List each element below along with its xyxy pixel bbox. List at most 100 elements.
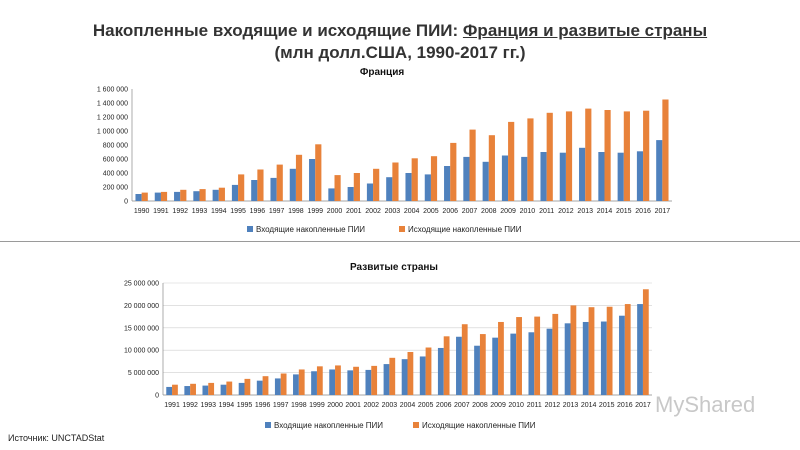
bar-outward [546, 112, 553, 201]
bar-outward [585, 108, 592, 201]
bar-outward [180, 189, 187, 201]
bar-outward [208, 382, 215, 395]
x-tick-label: 2002 [365, 208, 381, 215]
bar-outward [160, 191, 168, 201]
bar-outward [588, 307, 595, 395]
bar-outward [190, 383, 196, 395]
x-tick-label: 2007 [462, 208, 478, 215]
bar-inward [501, 155, 509, 201]
bar-inward [154, 192, 161, 201]
slide-title-main: Накопленные входящие и исходящие ПИИ: [92, 21, 463, 40]
x-tick-label: 1995 [237, 402, 253, 409]
x-tick-label: 1996 [255, 402, 271, 409]
x-tick-label: 2003 [385, 208, 401, 215]
x-tick-label: 1997 [273, 402, 289, 409]
x-tick-label: 1995 [230, 208, 246, 215]
x-tick-label: 2008 [481, 208, 497, 215]
bar-inward [238, 382, 245, 395]
bar-inward [347, 370, 354, 395]
bar-outward [527, 118, 534, 201]
y-tick-label: 600 000 [103, 157, 128, 164]
x-tick-label: 2000 [327, 402, 343, 409]
watermark-logo: MyShared [655, 392, 756, 417]
x-tick-label: 2007 [454, 402, 470, 409]
x-tick-label: 1990 [134, 208, 150, 215]
bar-outward [498, 321, 504, 395]
bar-inward [617, 152, 624, 201]
x-tick-label: 2006 [442, 208, 458, 215]
bar-outward [488, 135, 495, 201]
bar-inward [366, 183, 374, 201]
bar-inward [251, 180, 258, 201]
x-tick-label: 2014 [597, 208, 613, 215]
x-tick-label: 2006 [436, 402, 452, 409]
bar-outward [407, 351, 414, 395]
bar-inward [444, 166, 451, 201]
x-tick-label: 1996 [250, 208, 266, 215]
x-tick-label: 2012 [545, 402, 561, 409]
bar-outward [226, 381, 233, 395]
bar-outward [315, 144, 322, 201]
x-tick-label: 2000 [327, 208, 343, 215]
x-tick-label: 2004 [400, 402, 416, 409]
bar-inward [521, 156, 528, 201]
bar-inward [582, 321, 589, 395]
x-tick-label: 1994 [211, 208, 227, 215]
y-tick-label: 5 000 000 [128, 370, 159, 377]
x-tick-label: 2010 [508, 402, 524, 409]
x-tick-label: 2003 [382, 402, 398, 409]
bar-outward [172, 384, 178, 395]
slide-title-underlined: Франция и развитые страны [462, 21, 708, 40]
x-tick-label: 2016 [635, 208, 651, 215]
bar-inward [184, 386, 191, 395]
y-tick-label: 400 000 [103, 171, 128, 178]
x-tick-label: 2012 [558, 208, 574, 215]
bar-outward [606, 306, 613, 395]
legend-swatch [399, 226, 405, 232]
bar-outward [642, 289, 649, 395]
chart-title: Развитые страны [350, 262, 438, 273]
bar-inward [424, 174, 431, 201]
x-tick-label: 1999 [309, 402, 325, 409]
bar-inward [166, 386, 173, 395]
x-tick-label: 2005 [418, 402, 434, 409]
source-note: Источник: UNCTADStat [8, 433, 105, 443]
legend-swatch [247, 226, 253, 232]
bar-outward [389, 357, 396, 395]
bar-outward [353, 366, 359, 395]
bar-inward [637, 304, 643, 395]
legend-swatch [413, 422, 419, 428]
bar-outward [218, 187, 225, 201]
bar-outward [461, 324, 468, 395]
x-tick-label: 2013 [577, 208, 593, 215]
bar-outward [238, 174, 245, 201]
bar-inward [564, 323, 571, 395]
bar-inward [365, 369, 372, 395]
bar-inward [528, 332, 535, 395]
bar-outward [257, 169, 264, 201]
bar-inward [311, 371, 317, 395]
bar-outward [534, 316, 541, 395]
x-tick-label: 2002 [363, 402, 379, 409]
y-tick-label: 800 000 [103, 143, 128, 150]
bar-inward [492, 337, 499, 395]
y-tick-label: 1 400 000 [97, 101, 128, 108]
bar-outward [244, 378, 251, 395]
bar-outward [141, 192, 148, 201]
bar-outward [353, 173, 360, 201]
bar-inward [474, 345, 480, 395]
x-tick-label: 1998 [291, 402, 307, 409]
bar-inward [220, 384, 227, 395]
y-tick-label: 1 000 000 [97, 129, 128, 136]
bar-inward [482, 161, 489, 201]
bar-inward [510, 333, 517, 395]
legend-label: Исходящие накопленные ПИИ [422, 421, 536, 430]
x-tick-label: 1991 [153, 208, 169, 215]
bar-outward [199, 189, 206, 201]
bar-inward [598, 152, 605, 201]
bar-inward [401, 359, 408, 395]
x-tick-label: 2015 [616, 208, 632, 215]
bar-inward [193, 191, 200, 201]
bar-inward [329, 369, 336, 395]
